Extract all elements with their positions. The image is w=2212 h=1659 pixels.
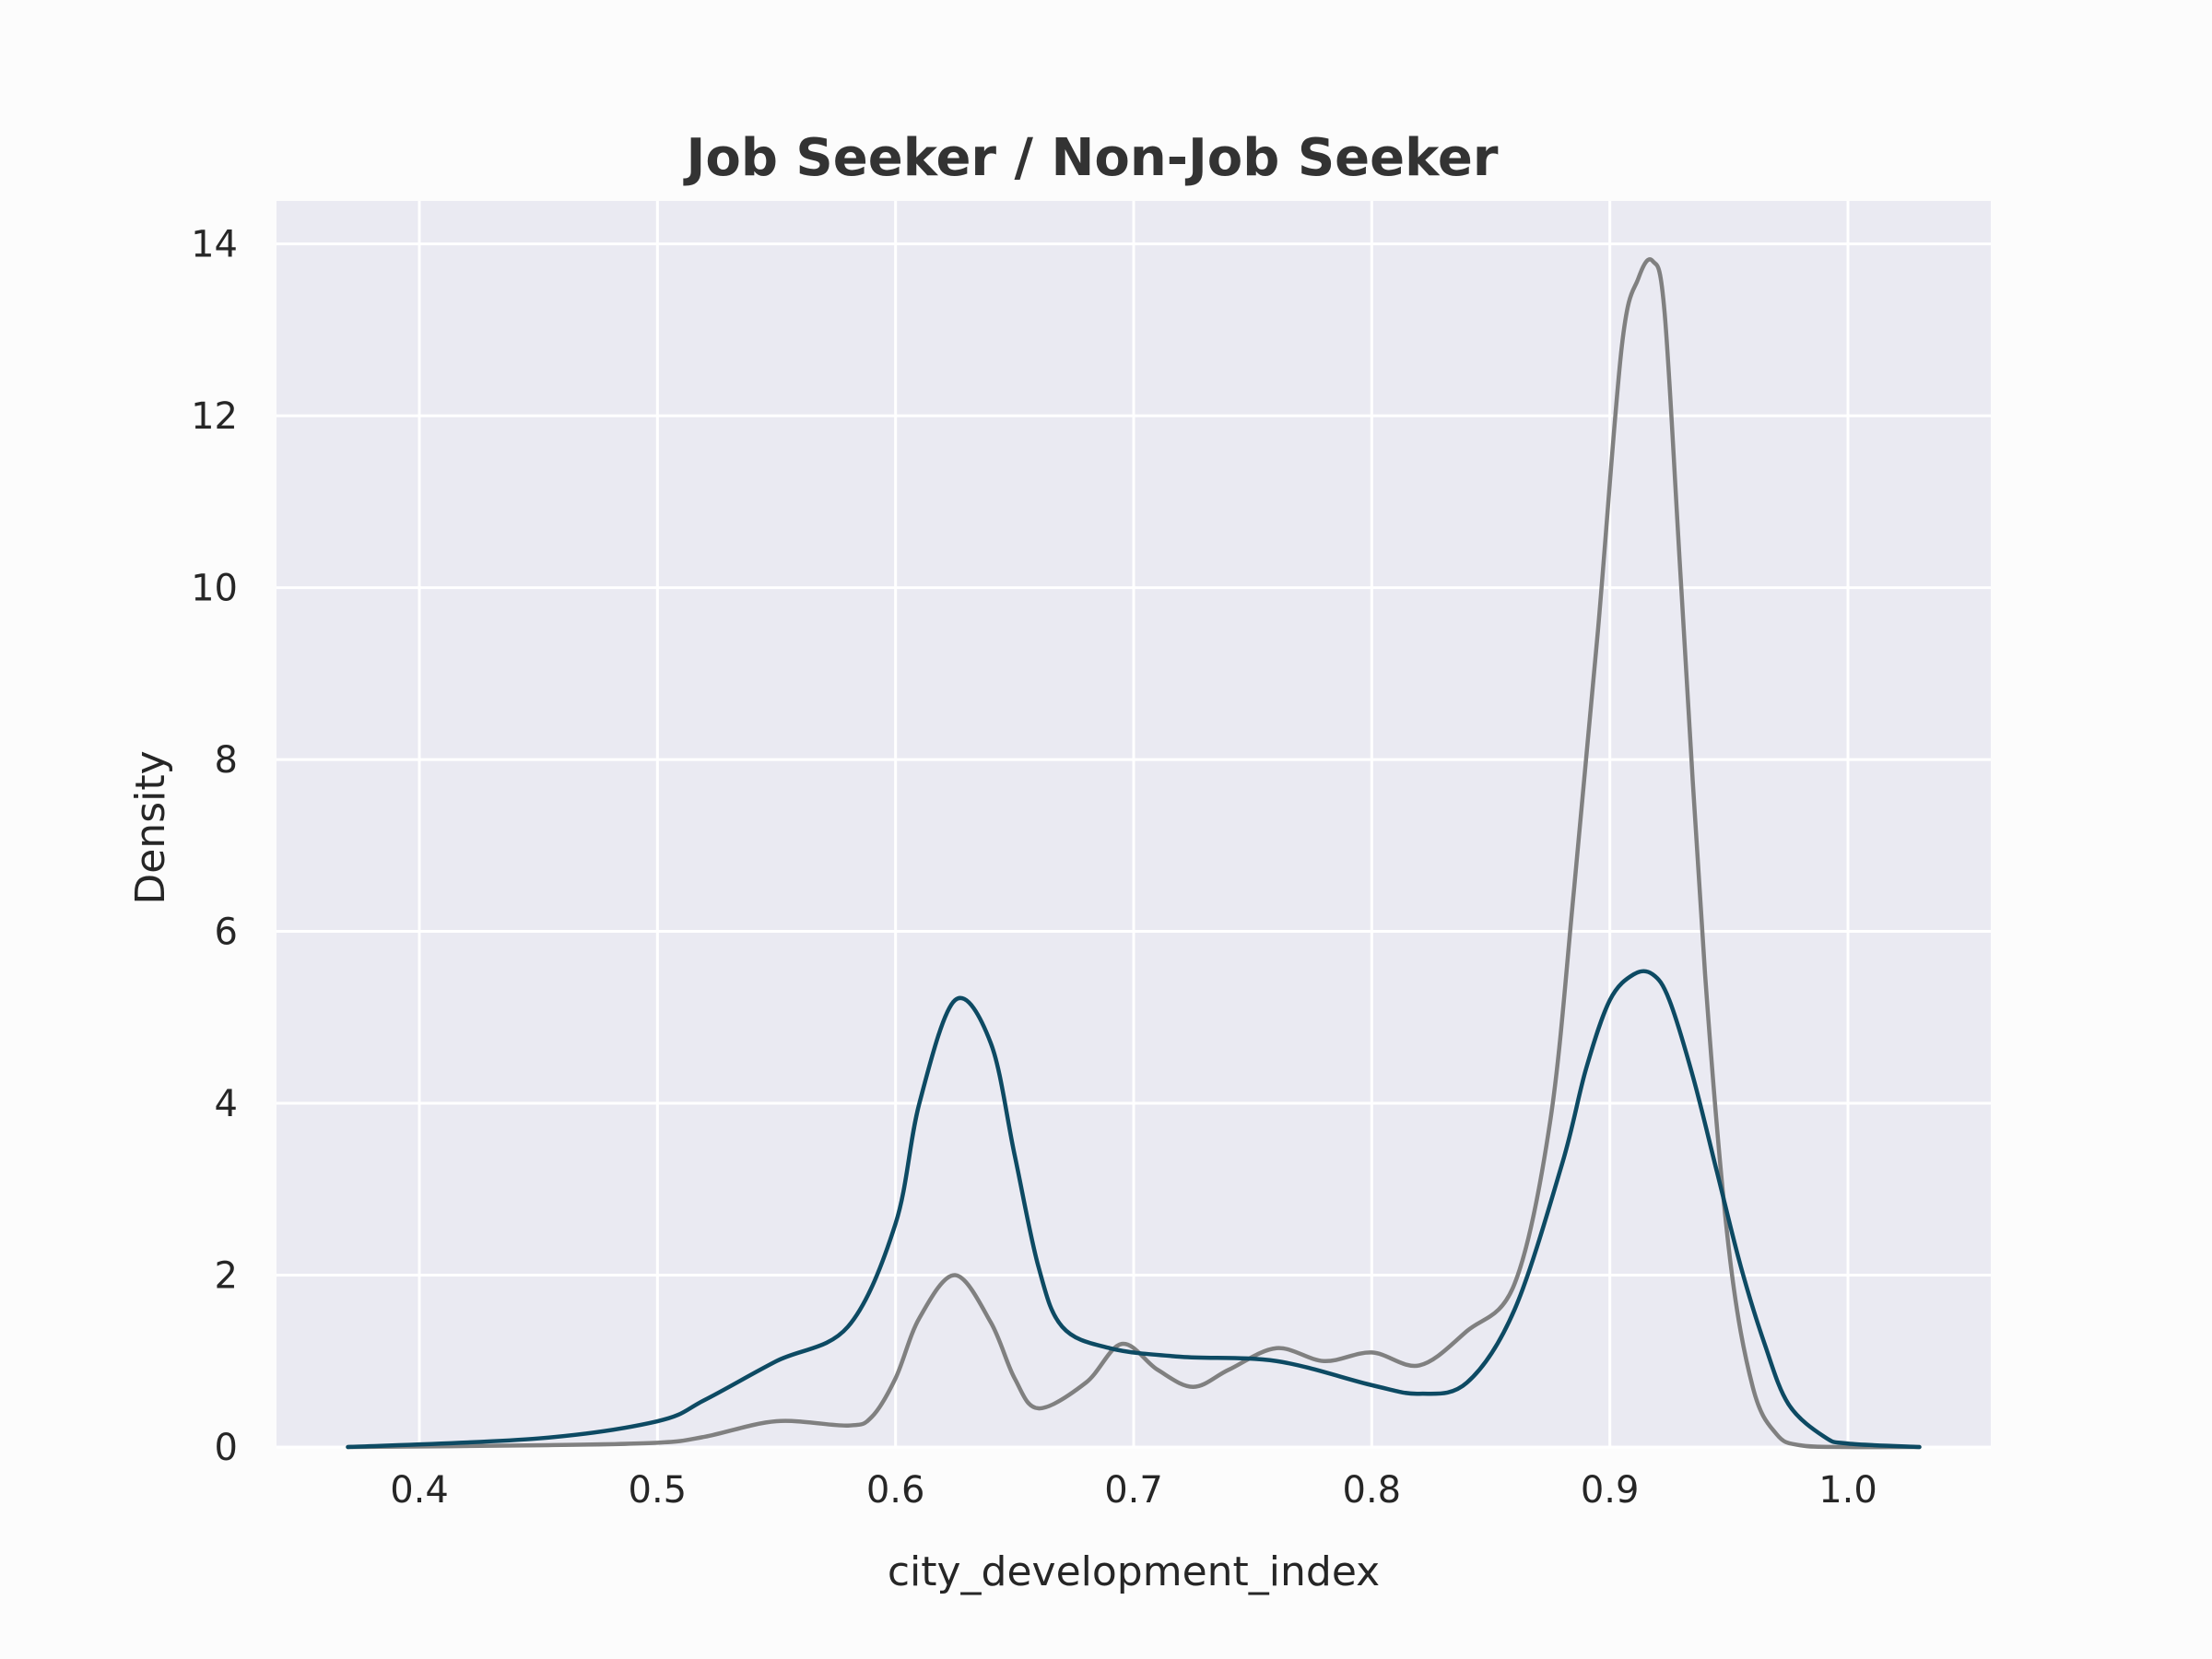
y-tick-label: 0 <box>215 1427 238 1469</box>
y-tick-label: 10 <box>191 568 238 610</box>
density-line-1 <box>346 257 1922 1450</box>
x-tick-label: 1.0 <box>1818 1469 1877 1512</box>
x-tick-label: 0.8 <box>1343 1469 1402 1512</box>
density-line-2 <box>346 969 1922 1450</box>
series-layer <box>346 257 1922 1450</box>
chart-title: Job Seeker / Non-Job Seeker <box>683 128 1499 188</box>
x-tick-label: 0.4 <box>390 1469 449 1512</box>
x-tick-label: 0.9 <box>1581 1469 1640 1512</box>
y-tick-label: 4 <box>215 1083 238 1125</box>
x-axis-label: city_development_index <box>888 1548 1380 1595</box>
y-axis-ticks: 0 2 4 6 8 10 12 14 <box>191 224 238 1469</box>
y-tick-label: 6 <box>215 912 238 954</box>
x-tick-label: 0.7 <box>1104 1469 1163 1512</box>
x-tick-label: 0.5 <box>629 1469 688 1512</box>
y-tick-label: 14 <box>191 224 238 266</box>
y-tick-label: 2 <box>215 1255 238 1298</box>
y-tick-label: 12 <box>191 395 238 438</box>
y-axis-label: Density <box>127 750 174 904</box>
y-tick-label: 8 <box>215 739 238 782</box>
x-axis-ticks: 0.4 0.5 0.6 0.7 0.8 0.9 1.0 <box>390 1469 1877 1512</box>
x-tick-label: 0.6 <box>866 1469 925 1512</box>
